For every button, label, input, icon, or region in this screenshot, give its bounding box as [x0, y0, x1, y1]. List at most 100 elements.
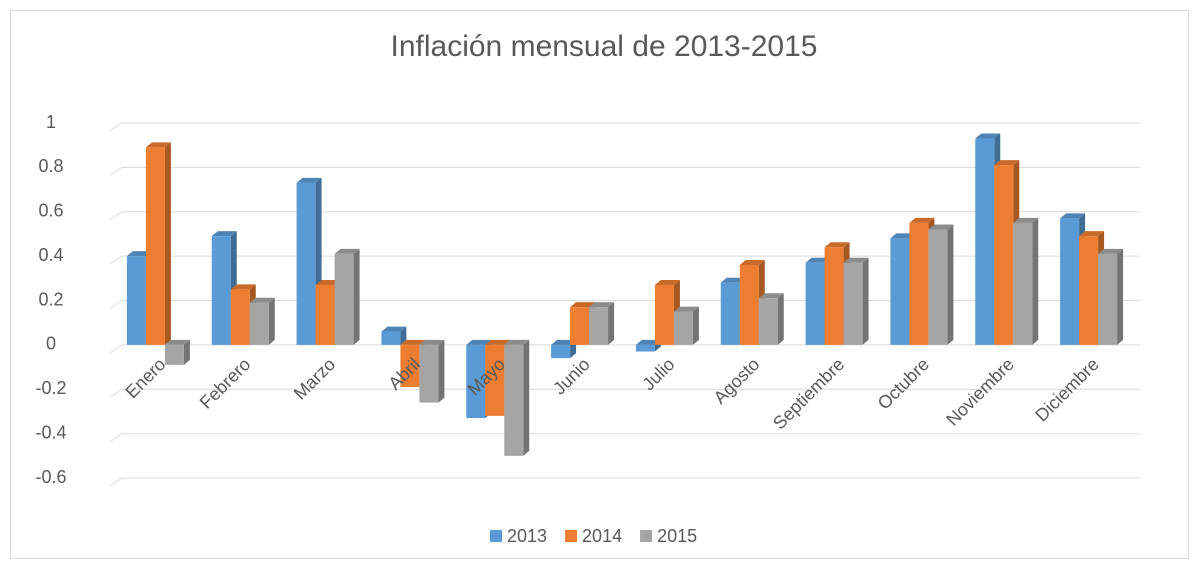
legend-label: 2013: [507, 526, 547, 546]
bar-top: [1098, 248, 1124, 254]
bar: [890, 238, 910, 345]
bar: [928, 229, 948, 345]
bar: [230, 289, 250, 345]
bar: [381, 331, 401, 345]
bar-side: [1117, 248, 1124, 345]
bar-top: [928, 224, 954, 230]
bar-top: [975, 133, 1001, 139]
bar-side: [353, 248, 360, 345]
bar-top: [843, 257, 869, 263]
legend-swatch: [490, 530, 502, 542]
y-tick-label: 0.6: [38, 201, 63, 221]
bar-top: [400, 339, 426, 345]
bar-top: [1079, 231, 1105, 237]
bar: [805, 262, 825, 345]
grid-line-depth: [109, 300, 123, 309]
bar-top: [654, 279, 680, 285]
bar: [1079, 236, 1099, 345]
bar: [589, 307, 609, 345]
y-tick-label: 0.8: [38, 156, 63, 176]
bar: [145, 147, 165, 345]
bar: [485, 344, 505, 416]
bar: [466, 344, 486, 419]
y-tick-label: 0.2: [38, 289, 63, 309]
bar: [296, 182, 316, 345]
bar-top: [145, 142, 171, 148]
bar: [1013, 222, 1033, 345]
bar: [758, 298, 778, 345]
y-tick-label: -0.2: [35, 378, 66, 398]
bar-side: [164, 142, 171, 345]
grid-line-depth: [109, 477, 123, 487]
chart-title: Inflación mensual de 2013-2015: [391, 30, 818, 63]
bar-top: [551, 339, 577, 345]
bar: [334, 253, 354, 345]
bar-side: [862, 257, 869, 345]
bar-top: [485, 339, 511, 345]
bar-top: [824, 242, 850, 248]
bar: [164, 344, 184, 365]
bar-top: [1013, 217, 1039, 223]
y-tick-label: 0: [46, 334, 56, 354]
bar-top: [296, 177, 322, 183]
bar-top: [249, 297, 275, 303]
bar: [419, 344, 439, 403]
bar: [249, 302, 269, 345]
bar: [126, 256, 146, 345]
bar: [1098, 253, 1118, 345]
bar-top: [211, 231, 237, 237]
bar-top: [164, 339, 190, 345]
bar-side: [1032, 217, 1039, 345]
bar-top: [635, 339, 661, 345]
grid-line-depth: [109, 166, 123, 176]
bar-side: [608, 302, 615, 345]
bar-side: [400, 326, 407, 345]
bar-top: [758, 293, 784, 299]
y-tick-label: 1: [46, 112, 56, 132]
bar-top: [739, 260, 765, 265]
bar-side: [777, 293, 784, 345]
bar-top: [315, 279, 341, 285]
legend-swatch: [565, 530, 578, 542]
bar: [909, 222, 929, 345]
bar-top: [589, 302, 615, 308]
bar: [1060, 218, 1080, 345]
bar-side: [183, 339, 190, 365]
bar-side: [692, 306, 699, 345]
bar: [994, 165, 1014, 345]
grid-line-depth: [109, 344, 123, 354]
bar: [315, 284, 335, 345]
bar: [975, 138, 995, 345]
grid-line-depth: [109, 122, 123, 132]
bar-top: [381, 326, 407, 332]
bar: [654, 284, 674, 345]
bar-top: [909, 217, 935, 223]
bar-top: [230, 284, 256, 290]
y-tick-label: -0.6: [35, 467, 66, 487]
bar-side: [947, 224, 954, 345]
bar: [635, 344, 655, 352]
bar: [211, 236, 231, 345]
bar-top: [419, 339, 445, 345]
grid-line-depth: [109, 433, 123, 443]
bar-top: [673, 306, 699, 312]
y-tick-label: -0.4: [35, 422, 66, 442]
bar: [400, 344, 420, 388]
bar: [551, 344, 571, 359]
bar-top: [1060, 213, 1086, 219]
bar-side: [438, 339, 445, 403]
bar: [673, 311, 693, 345]
bar-top: [805, 257, 831, 263]
bar: [720, 282, 740, 345]
bar-top: [994, 160, 1020, 166]
bar-top: [126, 251, 152, 257]
bar-top: [570, 302, 596, 308]
bar-top: [334, 248, 360, 254]
legend-label: 2014: [582, 526, 622, 546]
y-tick-label: 0.4: [38, 245, 63, 265]
bar-side: [268, 297, 275, 345]
legend-swatch: [640, 530, 653, 542]
bar-side: [523, 339, 530, 456]
legend-label: 2015: [657, 526, 697, 546]
